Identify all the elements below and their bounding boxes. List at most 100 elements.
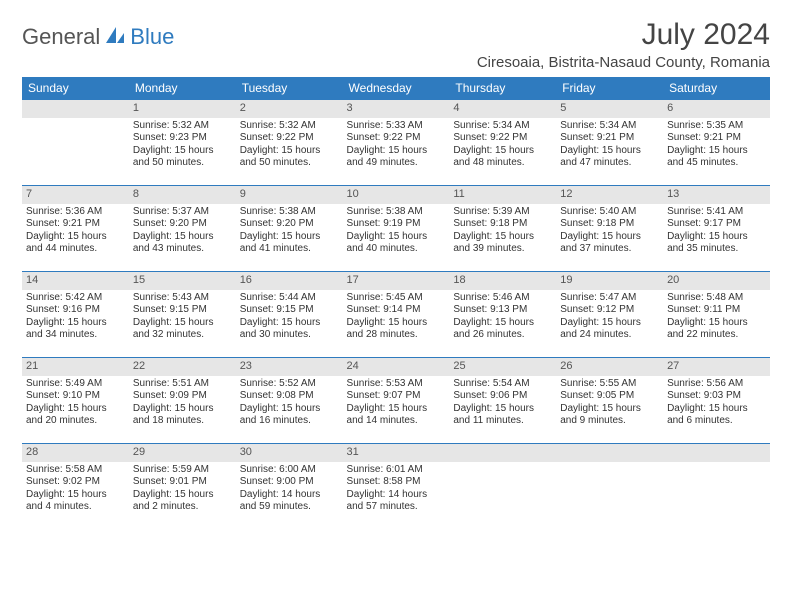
day-number: 5 <box>556 100 663 118</box>
day-number: 12 <box>556 186 663 204</box>
day-details: Sunrise: 5:39 AMSunset: 9:18 PMDaylight:… <box>453 206 552 256</box>
sunrise-text: Sunrise: 6:01 AM <box>347 464 446 477</box>
calendar-day-cell: 20Sunrise: 5:48 AMSunset: 9:11 PMDayligh… <box>663 272 770 358</box>
day-details: Sunrise: 5:59 AMSunset: 9:01 PMDaylight:… <box>133 464 232 514</box>
sunset-text: Sunset: 9:06 PM <box>453 390 552 403</box>
weekday-header: Tuesday <box>236 77 343 100</box>
day-details: Sunrise: 5:51 AMSunset: 9:09 PMDaylight:… <box>133 378 232 428</box>
day-details: Sunrise: 5:34 AMSunset: 9:22 PMDaylight:… <box>453 120 552 170</box>
daylight-text: Daylight: 15 hours and 22 minutes. <box>667 317 766 342</box>
day-number <box>663 444 770 462</box>
daylight-text: Daylight: 15 hours and 18 minutes. <box>133 403 232 428</box>
calendar-day-cell: 22Sunrise: 5:51 AMSunset: 9:09 PMDayligh… <box>129 358 236 444</box>
sunrise-text: Sunrise: 6:00 AM <box>240 464 339 477</box>
sunset-text: Sunset: 9:21 PM <box>560 132 659 145</box>
day-number: 2 <box>236 100 343 118</box>
day-details: Sunrise: 5:44 AMSunset: 9:15 PMDaylight:… <box>240 292 339 342</box>
day-number: 16 <box>236 272 343 290</box>
header: General Blue July 2024 Ciresoaia, Bistri… <box>22 18 770 71</box>
sunrise-text: Sunrise: 5:34 AM <box>560 120 659 133</box>
calendar-day-cell: 23 Sunrise: 5:52 AMSunset: 9:08 PMDayligh… <box>236 358 343 444</box>
day-number: 6 <box>663 100 770 118</box>
sunset-text: Sunset: 9:07 PM <box>347 390 446 403</box>
day-details: Sunrise: 5:46 AMSunset: 9:13 PMDaylight:… <box>453 292 552 342</box>
weekday-header: Monday <box>129 77 236 100</box>
calendar-day-cell: 7Sunrise: 5:36 AMSunset: 9:21 PMDaylight… <box>22 186 129 272</box>
daylight-text: Daylight: 15 hours and 40 minutes. <box>347 231 446 256</box>
day-details: Sunrise: 5:55 AMSunset: 9:05 PMDaylight:… <box>560 378 659 428</box>
day-number: 1 <box>129 100 236 118</box>
calendar-day-cell: 30Sunrise: 6:00 AMSunset: 9:00 PMDayligh… <box>236 444 343 530</box>
calendar-day-cell: 15Sunrise: 5:43 AMSunset: 9:15 PMDayligh… <box>129 272 236 358</box>
day-number: 29 <box>129 444 236 462</box>
day-details: Sunrise: 5:52 AMSunset: 9:08 PMDaylight:… <box>240 378 339 428</box>
day-number: 30 <box>236 444 343 462</box>
day-number: 26 <box>556 358 663 376</box>
daylight-text: Daylight: 15 hours and 47 minutes. <box>560 145 659 170</box>
daylight-text: Daylight: 15 hours and 6 minutes. <box>667 403 766 428</box>
daylight-text: Daylight: 15 hours and 20 minutes. <box>26 403 125 428</box>
day-number <box>449 444 556 462</box>
calendar-week-row: 21Sunrise: 5:49 AMSunset: 9:10 PMDayligh… <box>22 358 770 444</box>
sunrise-text: Sunrise: 5:43 AM <box>133 292 232 305</box>
sunrise-text: Sunrise: 5:36 AM <box>26 206 125 219</box>
day-number: 15 <box>129 272 236 290</box>
sunset-text: Sunset: 9:22 PM <box>240 132 339 145</box>
day-details: Sunrise: 5:32 AMSunset: 9:23 PMDaylight:… <box>133 120 232 170</box>
day-details: Sunrise: 5:37 AMSunset: 9:20 PMDaylight:… <box>133 206 232 256</box>
calendar-day-cell <box>22 100 129 186</box>
sunrise-text: Sunrise: 5:54 AM <box>453 378 552 391</box>
sunrise-text: Sunrise: 5:49 AM <box>26 378 125 391</box>
daylight-text: Daylight: 15 hours and 41 minutes. <box>240 231 339 256</box>
sunrise-text: Sunrise: 5:59 AM <box>133 464 232 477</box>
daylight-text: Daylight: 15 hours and 11 minutes. <box>453 403 552 428</box>
calendar-day-cell: 31 Sunrise: 6:01 AMSunset: 8:58 PMDayligh… <box>343 444 450 530</box>
day-number: 8 <box>129 186 236 204</box>
day-details: Sunrise: 5:48 AMSunset: 9:11 PMDaylight:… <box>667 292 766 342</box>
calendar-day-cell <box>449 444 556 530</box>
sunrise-text: Sunrise: 5:42 AM <box>26 292 125 305</box>
sunrise-text: Sunrise: 5:38 AM <box>347 206 446 219</box>
daylight-text: Daylight: 15 hours and 24 minutes. <box>560 317 659 342</box>
day-number: 13 <box>663 186 770 204</box>
day-details: Sunrise: 5:40 AMSunset: 9:18 PMDaylight:… <box>560 206 659 256</box>
sunrise-text: Sunrise: 5:55 AM <box>560 378 659 391</box>
sunrise-text: Sunrise: 5:32 AM <box>133 120 232 133</box>
calendar-day-cell <box>556 444 663 530</box>
sunrise-text: Sunrise: 5:48 AM <box>667 292 766 305</box>
sunrise-text: Sunrise: 5:41 AM <box>667 206 766 219</box>
day-number: 31 <box>343 444 450 462</box>
calendar-day-cell: 19Sunrise: 5:47 AMSunset: 9:12 PMDayligh… <box>556 272 663 358</box>
calendar-day-cell: 3Sunrise: 5:33 AMSunset: 9:22 PMDaylight… <box>343 100 450 186</box>
daylight-text: Daylight: 15 hours and 39 minutes. <box>453 231 552 256</box>
day-details: Sunrise: 5:38 AMSunset: 9:20 PMDaylight:… <box>240 206 339 256</box>
sunset-text: Sunset: 9:12 PM <box>560 304 659 317</box>
sunset-text: Sunset: 9:20 PM <box>133 218 232 231</box>
logo-text-blue: Blue <box>130 24 174 50</box>
day-details: Sunrise: 6:01 AMSunset: 8:58 PMDaylight:… <box>347 464 446 514</box>
daylight-text: Daylight: 14 hours and 59 minutes. <box>240 489 339 514</box>
daylight-text: Daylight: 15 hours and 43 minutes. <box>133 231 232 256</box>
day-details: Sunrise: 5:41 AMSunset: 9:17 PMDaylight:… <box>667 206 766 256</box>
day-number: 21 <box>22 358 129 376</box>
sunset-text: Sunset: 9:14 PM <box>347 304 446 317</box>
sunrise-text: Sunrise: 5:52 AM <box>240 378 339 391</box>
calendar-week-row: 28Sunrise: 5:58 AMSunset: 9:02 PMDayligh… <box>22 444 770 530</box>
day-number: 23 <box>236 358 343 376</box>
calendar-table: Sunday Monday Tuesday Wednesday Thursday… <box>22 77 770 530</box>
calendar-day-cell: 6Sunrise: 5:35 AMSunset: 9:21 PMDaylight… <box>663 100 770 186</box>
sunset-text: Sunset: 9:19 PM <box>347 218 446 231</box>
calendar-day-cell: 13 Sunrise: 5:41 AMSunset: 9:17 PMDayligh… <box>663 186 770 272</box>
calendar-day-cell: 14Sunrise: 5:42 AMSunset: 9:16 PMDayligh… <box>22 272 129 358</box>
day-details: Sunrise: 5:34 AMSunset: 9:21 PMDaylight:… <box>560 120 659 170</box>
sunrise-text: Sunrise: 5:56 AM <box>667 378 766 391</box>
calendar-day-cell: 11Sunrise: 5:39 AMSunset: 9:18 PMDayligh… <box>449 186 556 272</box>
sunset-text: Sunset: 9:10 PM <box>26 390 125 403</box>
day-details: Sunrise: 5:36 AMSunset: 9:21 PMDaylight:… <box>26 206 125 256</box>
calendar-day-cell: 9Sunrise: 5:38 AMSunset: 9:20 PMDaylight… <box>236 186 343 272</box>
sunrise-text: Sunrise: 5:37 AM <box>133 206 232 219</box>
calendar-day-cell: 17Sunrise: 5:45 AMSunset: 9:14 PMDayligh… <box>343 272 450 358</box>
sunrise-text: Sunrise: 5:39 AM <box>453 206 552 219</box>
daylight-text: Daylight: 14 hours and 57 minutes. <box>347 489 446 514</box>
day-number: 10 <box>343 186 450 204</box>
